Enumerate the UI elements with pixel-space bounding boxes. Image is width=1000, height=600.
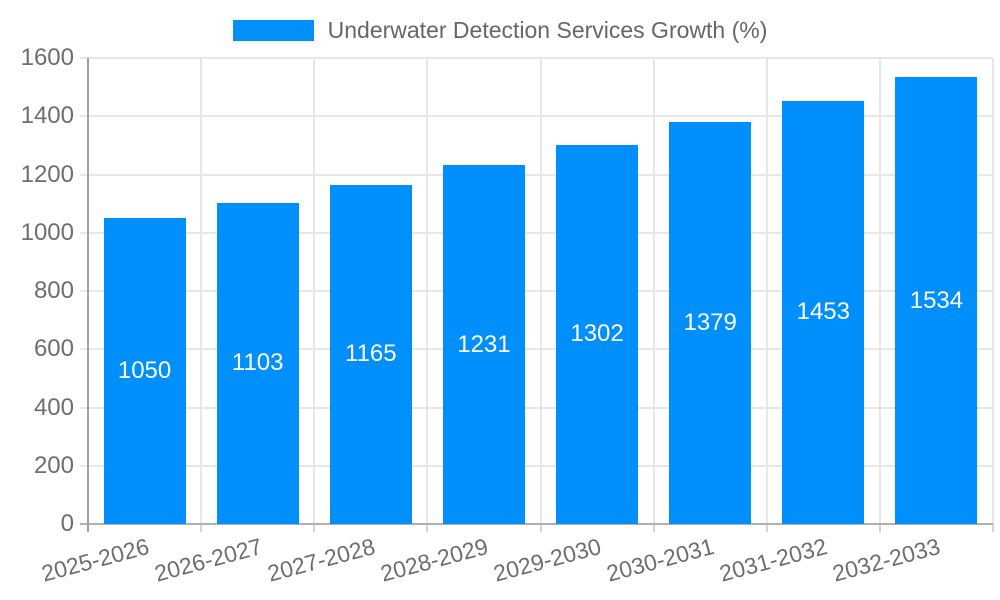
x-tick-label: 2025-2026 [38,533,152,587]
legend[interactable]: Underwater Detection Services Growth (%) [0,17,1000,44]
gridline-horizontal [80,290,993,292]
bar-value-label: 1165 [345,340,397,368]
bar[interactable] [103,218,186,524]
y-tick-label: 800 [33,277,74,304]
bar-value-label: 1231 [457,330,511,358]
bar-value-label: 1379 [683,309,737,337]
x-axis-tick [878,524,881,532]
x-tick-label: 2026-2027 [151,533,265,587]
x-axis-tick [313,524,316,532]
bar-value-label: 1302 [570,320,624,348]
y-axis-line [87,58,89,532]
x-axis-tick [200,524,203,532]
y-tick-label: 200 [33,451,74,479]
bar[interactable] [782,100,865,524]
legend-swatch [232,20,314,41]
gridline-vertical [992,58,994,524]
x-tick-label: 2027-2028 [264,533,378,587]
y-tick-label: 600 [33,335,74,363]
gridline-horizontal [80,348,993,351]
gridline-horizontal [80,57,993,59]
y-tick-label: 1600 [20,44,74,71]
gridline-vertical [652,58,655,524]
y-tick-label: 1200 [20,160,74,188]
legend-label: Underwater Detection Services Growth (%) [327,17,768,43]
x-tick-label: 2031-2032 [717,533,831,587]
gridline-horizontal [80,406,993,409]
gridline-horizontal [80,173,993,176]
x-axis-tick [765,524,768,532]
bar-value-label: 1453 [796,298,850,326]
gridline-vertical [539,58,542,524]
x-axis-tick [539,524,542,532]
bar[interactable] [556,144,639,524]
gridline-vertical [765,58,768,524]
gridline-vertical [878,58,881,524]
bar-value-label: 1534 [909,286,964,314]
bar[interactable] [669,122,752,524]
x-tick-label: 2032-2033 [830,533,944,587]
y-tick-label: 400 [33,393,74,421]
gridline-horizontal [80,464,993,467]
bar[interactable] [329,184,412,524]
gridline-vertical [426,58,429,524]
x-axis-line [80,523,993,525]
bar[interactable] [895,77,978,524]
x-tick-label: 2028-2029 [377,533,491,587]
gridline-horizontal [80,115,993,118]
y-tick-label: 0 [60,510,74,537]
gridline-vertical [200,58,203,524]
bar-value-label: 1103 [231,349,284,377]
x-tick-label: 2029-2030 [490,533,604,587]
x-axis-tick [652,524,655,532]
gridline-horizontal [80,231,993,234]
bar-value-label: 1050 [117,357,172,385]
y-tick-label: 1000 [20,218,74,246]
y-tick-label: 1400 [20,102,74,130]
bar[interactable] [442,165,525,524]
x-tick-label: 2030-2031 [603,533,717,587]
gridline-vertical [313,58,316,524]
bar[interactable] [216,202,299,524]
x-axis-tick [992,524,994,532]
x-axis-tick [426,524,429,532]
